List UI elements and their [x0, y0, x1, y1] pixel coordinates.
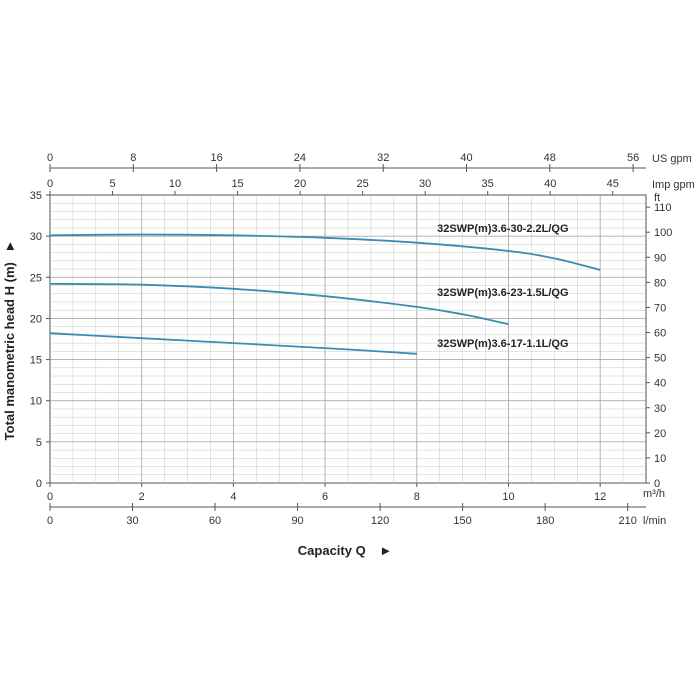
impgpm-tick-label: 35	[482, 178, 494, 190]
curves	[49, 233, 601, 355]
lmin-tick-label: 0	[47, 515, 53, 527]
ft-tick-label: 10	[654, 453, 666, 465]
ft-tick-label: 80	[654, 277, 666, 289]
ft-tick-label: 20	[654, 428, 666, 440]
ft-tick-label: 30	[654, 403, 666, 415]
usgpm-tick-label: 48	[544, 152, 556, 164]
ft-tick-label: 100	[654, 227, 672, 239]
ft-tick-label: 50	[654, 353, 666, 365]
x-tick-label: 12	[594, 491, 606, 503]
ft-tick-label: 40	[654, 378, 666, 390]
lmin-tick-label: 90	[291, 515, 303, 527]
lmin-tick-label: 60	[209, 515, 221, 527]
impgpm-tick-label: 15	[231, 178, 243, 190]
y-axis-title: Total manometric head H (m) ►	[2, 240, 17, 441]
curve-labels: 32SWP(m)3.6-30-2.2L/QG 32SWP(m)3.6-23-1.5…	[437, 223, 568, 350]
ft-tick-label: 70	[654, 302, 666, 314]
y-tick-label: 30	[30, 231, 42, 243]
y-tick-label: 5	[36, 437, 42, 449]
x-tick-label: 10	[502, 491, 514, 503]
pump-curve	[49, 283, 509, 326]
lmin-tick-label: 180	[536, 515, 554, 527]
tick-labels: 051015202530350102030405060708090100110f…	[30, 152, 695, 527]
ft-tick-label: 60	[654, 328, 666, 340]
impgpm-tick-label: 40	[544, 178, 556, 190]
usgpm-tick-label: 56	[627, 152, 639, 164]
x-tick-label: 6	[322, 491, 328, 503]
x-tick-label: 0	[47, 491, 53, 503]
impgpm-tick-label: 25	[357, 178, 369, 190]
x-unit-lmin: l/min	[643, 515, 666, 527]
usgpm-tick-label: 16	[210, 152, 222, 164]
pump-curve	[49, 233, 601, 271]
usgpm-tick-label: 32	[377, 152, 389, 164]
lmin-tick-label: 150	[453, 515, 471, 527]
impgpm-tick-label: 45	[607, 178, 619, 190]
x-unit-impgpm: Imp gpm	[652, 179, 695, 191]
x-unit-usgpm: US gpm	[652, 153, 692, 165]
curve-label: 32SWP(m)3.6-17-1.1L/QG	[437, 338, 568, 350]
ft-tick-label: 0	[654, 478, 660, 490]
impgpm-tick-label: 20	[294, 178, 306, 190]
lmin-tick-label: 30	[126, 515, 138, 527]
x-tick-label: 4	[230, 491, 236, 503]
usgpm-tick-label: 0	[47, 152, 53, 164]
y-tick-label: 15	[30, 355, 42, 367]
usgpm-tick-label: 40	[460, 152, 472, 164]
axes	[46, 164, 650, 511]
x-axis-title: Capacity Q ►	[298, 543, 392, 558]
impgpm-tick-label: 0	[47, 178, 53, 190]
curve-label: 32SWP(m)3.6-30-2.2L/QG	[437, 223, 568, 235]
y-tick-label: 0	[36, 478, 42, 490]
lmin-tick-label: 120	[371, 515, 389, 527]
x-tick-label: 2	[139, 491, 145, 503]
y-tick-label: 35	[30, 190, 42, 202]
grid	[50, 195, 646, 483]
ft-unit-label: ft	[654, 192, 660, 204]
pump-curve	[49, 332, 417, 355]
lmin-tick-label: 210	[618, 515, 636, 527]
curve-label: 32SWP(m)3.6-23-1.5L/QG	[437, 287, 568, 299]
impgpm-tick-label: 10	[169, 178, 181, 190]
impgpm-tick-label: 5	[109, 178, 115, 190]
x-tick-label: 8	[414, 491, 420, 503]
usgpm-tick-label: 8	[130, 152, 136, 164]
impgpm-tick-label: 30	[419, 178, 431, 190]
x-unit-m3h: m³/h	[643, 488, 665, 500]
ft-tick-label: 90	[654, 252, 666, 264]
ft-tick-label: 110	[654, 202, 672, 214]
y-tick-label: 20	[30, 313, 42, 325]
usgpm-tick-label: 24	[294, 152, 306, 164]
y-tick-label: 25	[30, 272, 42, 284]
y-tick-label: 10	[30, 396, 42, 408]
